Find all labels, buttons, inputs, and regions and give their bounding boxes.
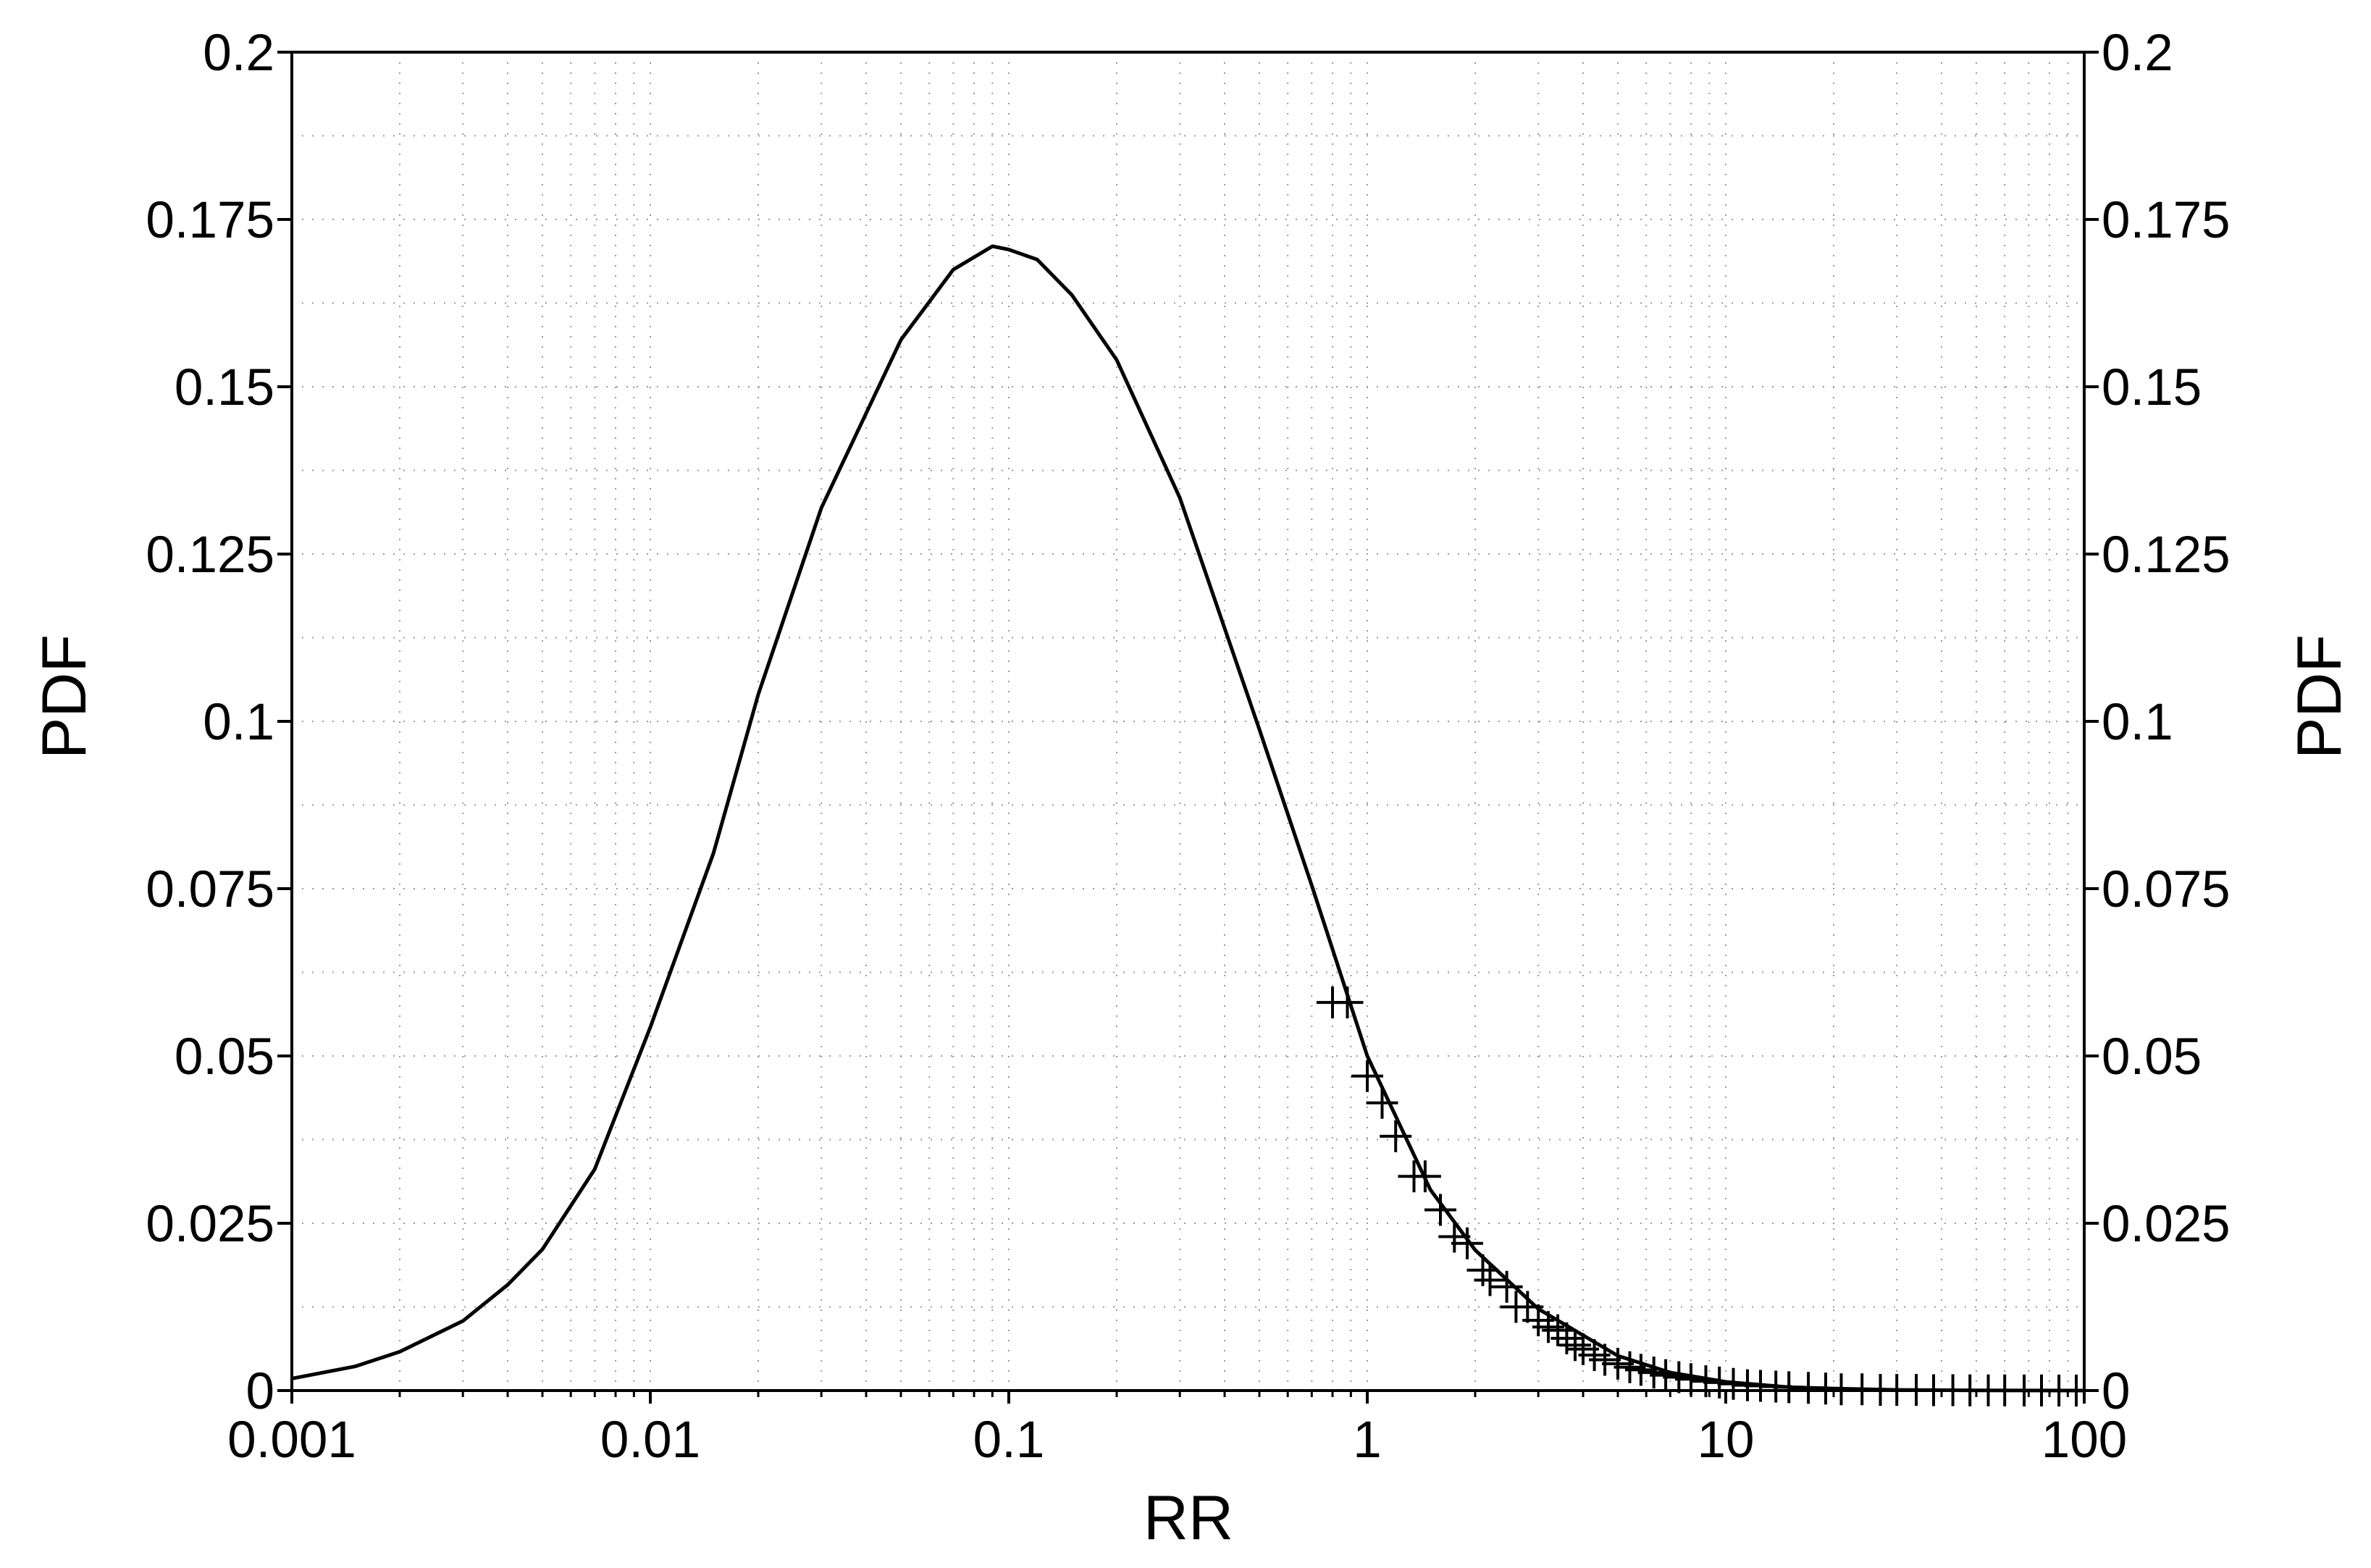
y-tick-label-left: 0.125 xyxy=(146,527,274,584)
y-tick-label-right: 0.125 xyxy=(2102,527,2231,584)
y-tick-label-left: 0.15 xyxy=(175,359,274,416)
y-tick-label-left: 0.1 xyxy=(203,694,274,751)
data-point-plus xyxy=(1424,1194,1456,1226)
data-point-plus xyxy=(1624,1354,1657,1386)
data-point-plus xyxy=(1675,1363,1707,1396)
data-point-plus xyxy=(1542,1314,1574,1346)
data-point-plus xyxy=(1663,1361,1695,1393)
y-tick-label-right: 0.05 xyxy=(2102,1028,2202,1086)
data-point-plus xyxy=(1409,1160,1441,1193)
data-point-plus xyxy=(1650,1359,1682,1391)
y-axis-label-right: PDF xyxy=(2285,634,2354,759)
data-point-plus xyxy=(1380,1120,1412,1152)
y-tick-label-left: 0.175 xyxy=(146,192,274,249)
y-tick-label-left: 0.05 xyxy=(175,1028,274,1086)
y-axis-label-left: PDF xyxy=(30,634,99,759)
x-axis-label: RR xyxy=(1143,1483,1233,1553)
y-tick-label-right: 0 xyxy=(2102,1363,2131,1420)
y-tick-label-left: 0.025 xyxy=(146,1196,274,1253)
data-point-plus xyxy=(1550,1322,1583,1354)
y-tick-label-right: 0.175 xyxy=(2102,192,2231,249)
data-point-plus xyxy=(1351,1060,1383,1092)
y-tick-label-right: 0.2 xyxy=(2102,25,2173,82)
y-tick-label-right: 0.1 xyxy=(2102,694,2173,751)
x-tick-label: 1 xyxy=(1353,1412,1382,1469)
x-tick-label: 0.01 xyxy=(600,1412,700,1469)
data-point-plus xyxy=(1438,1220,1471,1253)
y-tick-label-left: 0.075 xyxy=(146,861,274,918)
x-tick-label: 10 xyxy=(1698,1412,1755,1469)
data-point-plus xyxy=(1474,1264,1506,1296)
y-tick-label-left: 0.2 xyxy=(203,25,274,82)
data-point-plus xyxy=(1366,1086,1398,1119)
y-tick-label-right: 0.15 xyxy=(2102,359,2202,416)
y-tick-label-right: 0.025 xyxy=(2102,1196,2231,1253)
data-point-plus xyxy=(1490,1270,1523,1303)
y-tick-label-left: 0 xyxy=(246,1363,275,1420)
x-tick-label: 100 xyxy=(2041,1412,2127,1469)
x-tick-label: 0.001 xyxy=(227,1412,356,1469)
data-point-plus xyxy=(1559,1329,1591,1362)
x-tick-label: 0.1 xyxy=(973,1412,1045,1469)
y-tick-label-right: 0.075 xyxy=(2102,861,2231,918)
data-point-plus xyxy=(1451,1227,1483,1259)
data-point-plus xyxy=(1589,1343,1621,1376)
data-point-plus xyxy=(2060,1375,2092,1406)
data-point-plus xyxy=(1331,986,1364,1019)
grid xyxy=(292,52,2084,1391)
series xyxy=(291,244,2092,1406)
